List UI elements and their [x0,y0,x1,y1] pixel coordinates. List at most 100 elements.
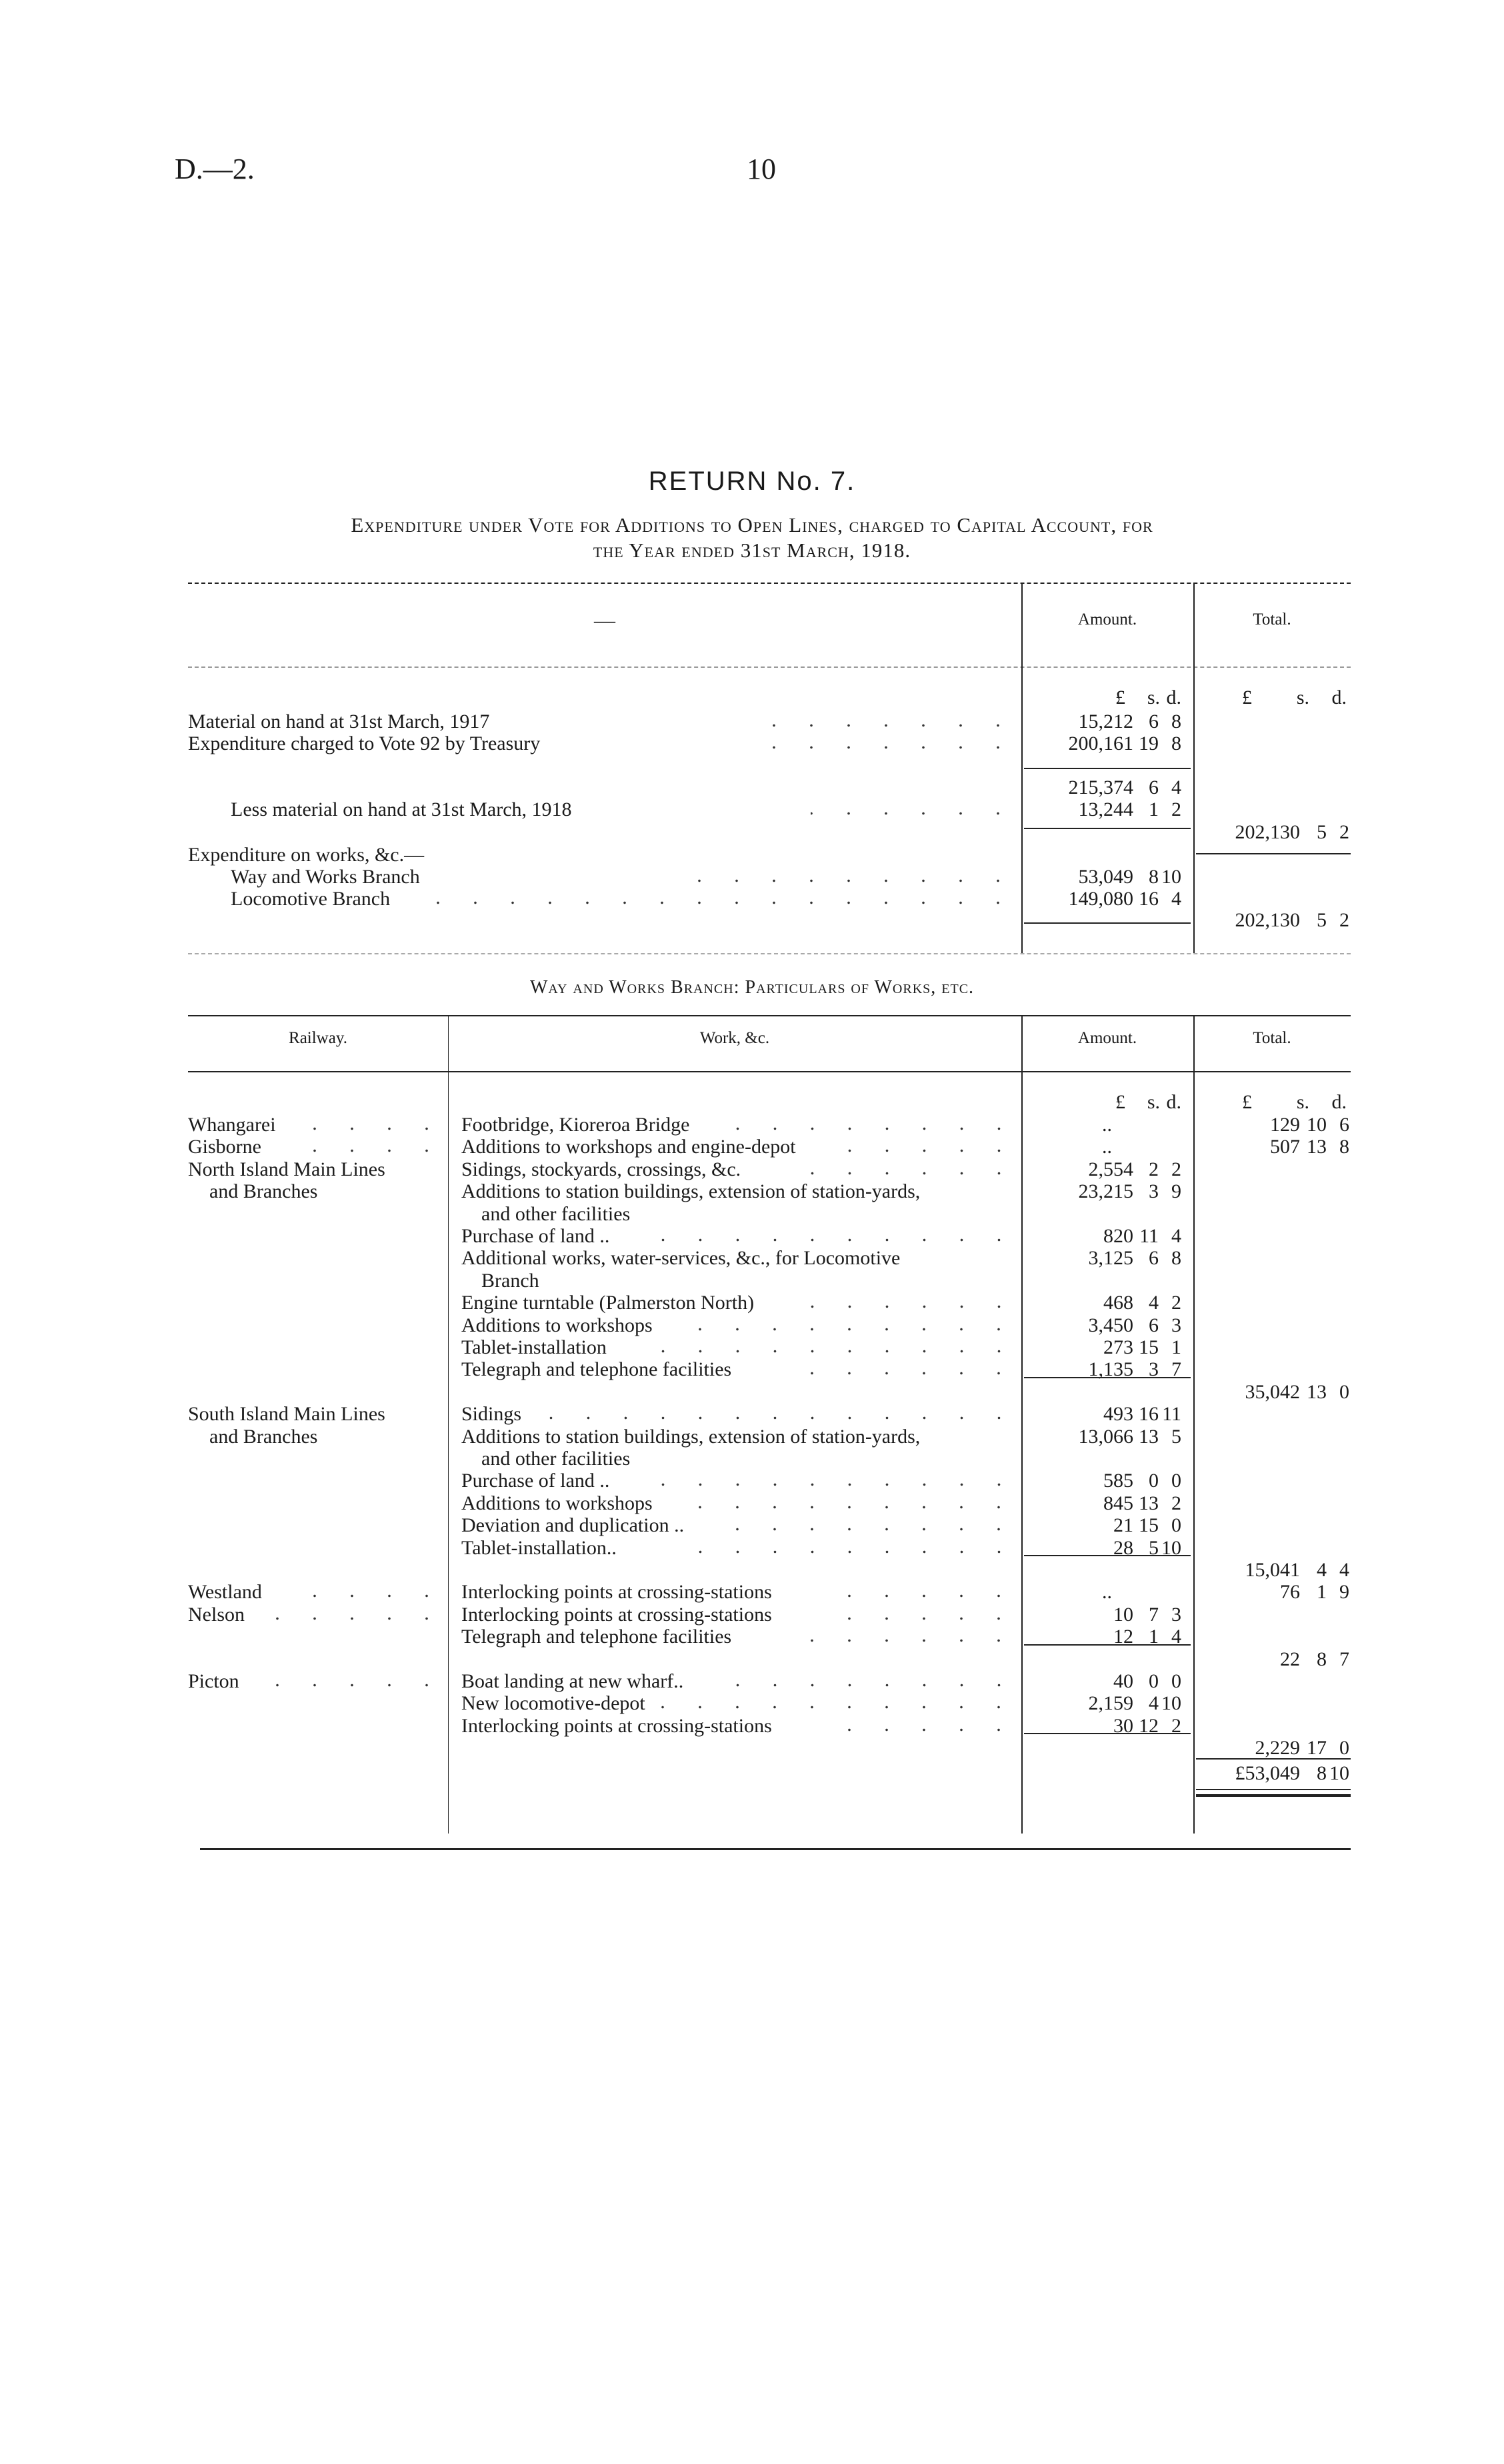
leader-dots [792,1292,1017,1314]
amount-unit-pence: d. [1166,1091,1182,1113]
work-amount-shillings: 11 [1139,1225,1159,1247]
leader-dots [741,710,1017,732]
rule [188,666,1351,668]
work-amount-pounds: 40 [1113,1670,1133,1692]
rule [188,953,1351,954]
summary-amount-shillings: 8 [1149,866,1159,888]
work-amount-pounds: 10 [1113,1603,1133,1626]
work-amount-pounds: 585 [1103,1470,1133,1492]
summary-amount-pence: 10 [1161,866,1181,888]
work-amount-pence: 4 [1171,1626,1181,1648]
summary-amount-pounds: 53,049 [1078,866,1134,888]
document-reference: D.—2. [175,153,255,185]
work-description: Interlocking points at crossing-stations [461,1581,772,1604]
railway-total-pence: 9 [1339,1581,1349,1604]
work-amount-shillings: 16 [1139,1403,1159,1426]
rule [188,583,1351,584]
work-amount-pence: 0 [1171,1670,1181,1692]
work-amount-shillings: 5 [1149,1536,1159,1559]
work-amount-pounds: 468 [1103,1292,1133,1314]
work-amount-pounds: 845 [1103,1492,1133,1514]
column-divider [448,1015,449,1834]
rule [1024,922,1191,924]
leader-dots [675,1492,1017,1514]
work-description: Deviation and duplication .. [461,1514,685,1537]
total-unit-shillings: s. [1296,686,1309,708]
work-amount-pence: 1 [1171,1336,1181,1358]
leader-dots [268,1670,445,1692]
work-amount-pence: 7 [1171,1358,1181,1381]
summary-row-label: Less material on hand at 31st March, 191… [231,798,572,820]
column-divider [1021,583,1023,953]
railway-total-pence: 6 [1339,1114,1349,1136]
railway-name: and Branches [209,1425,318,1448]
leader-dots [666,1536,1017,1559]
railway-total-shillings: 13 [1307,1136,1327,1158]
desc-header: — [594,608,615,632]
railway-total-pence: 7 [1339,1648,1349,1670]
work-description: Additions to station buildings, extensio… [461,1180,921,1203]
work-amount-shillings: 13 [1139,1492,1159,1514]
work-amount-pounds: 820 [1103,1225,1133,1247]
summary-amount-pounds: 200,161 [1068,732,1134,754]
summary-amount-shillings: 6 [1149,776,1159,798]
work-amount-pence: 11 [1162,1403,1181,1426]
railway-total-pounds: 22 [1280,1648,1300,1670]
summary-total-pounds: 202,130 [1235,909,1301,931]
railway-total-shillings: 1 [1317,1581,1327,1604]
railway-name: Picton [188,1670,239,1692]
rule [1024,1733,1191,1735]
work-amount-shillings: 6 [1149,1314,1159,1336]
total-unit-pounds: £ [1242,1091,1252,1113]
rule [1196,1794,1351,1797]
work-description: Telegraph and telephone facilities [461,1626,732,1648]
column-divider [1021,1015,1023,1834]
work-description: Interlocking points at crossing-stations [461,1714,772,1737]
leader-dots [268,1603,445,1626]
leader-dots [657,1692,1017,1715]
amount-unit-pounds: £ [1115,1091,1125,1113]
work-amount-pence: 3 [1171,1314,1181,1336]
grand-total-shillings: 8 [1317,1762,1327,1784]
work-amount-pounds: .. [1102,1114,1112,1136]
total-header: Total. [1253,611,1291,628]
work-amount-pounds: 21 [1113,1514,1133,1537]
railway-name: Nelson [188,1603,245,1626]
leader-dots [837,1603,1017,1626]
summary-row-label: Way and Works Branch [231,866,420,888]
work-description: Telegraph and telephone facilities [461,1358,732,1381]
work-amount-pounds: 2,554 [1088,1158,1134,1180]
work-description: Engine turntable (Palmerston North) [461,1292,755,1314]
work-amount-pounds: 23,215 [1078,1180,1134,1203]
work-amount-pence: 2 [1171,1158,1181,1180]
leader-dots [720,1670,1017,1692]
railway-name: Westland [188,1581,262,1604]
leader-dots [684,866,1017,888]
rule [188,1015,1351,1016]
summary-amount-pounds: 13,244 [1078,798,1134,820]
summary-amount-shillings: 16 [1139,888,1159,910]
rule [1024,1555,1191,1556]
leader-dots [288,1136,445,1158]
railway-total-pounds: 15,041 [1245,1559,1301,1581]
summary-amount-pence: 8 [1171,732,1181,754]
summary-amount-shillings: 1 [1149,798,1159,820]
rule [1196,1788,1351,1790]
railway-name: Whangarei [188,1114,276,1136]
total-unit-pence: d. [1331,686,1347,708]
summary-amount-pence: 4 [1171,888,1181,910]
railway-total-shillings: 13 [1307,1380,1327,1403]
railway-total-pence: 0 [1339,1737,1349,1760]
railway-name: North Island Main Lines [188,1158,385,1180]
work-description: Branch [481,1269,539,1292]
railway-total-shillings: 4 [1317,1559,1327,1581]
leader-dots [417,888,1017,910]
railway-total-pounds: 507 [1270,1136,1300,1158]
leader-dots [675,1314,1017,1336]
work-description: Tablet-installation.. [461,1536,617,1559]
summary-amount-pence: 8 [1171,710,1181,732]
leader-dots [298,1114,445,1136]
railway-total-pence: 0 [1339,1380,1349,1403]
amount-header: Amount. [1077,611,1137,628]
work-description: Footbridge, Kioreroa Bridge [461,1114,690,1136]
